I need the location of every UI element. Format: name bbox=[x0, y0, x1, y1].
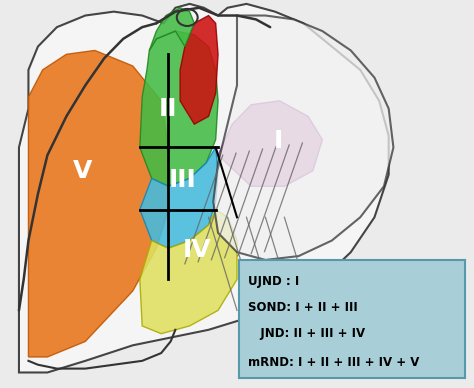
Text: II: II bbox=[159, 97, 178, 121]
Text: I: I bbox=[273, 129, 283, 153]
Text: V: V bbox=[73, 159, 92, 183]
Polygon shape bbox=[213, 16, 393, 260]
Polygon shape bbox=[140, 147, 218, 248]
Polygon shape bbox=[180, 16, 218, 124]
Text: SOND: I + II + III: SOND: I + II + III bbox=[248, 301, 358, 314]
Text: UJND : I: UJND : I bbox=[248, 275, 300, 288]
Polygon shape bbox=[218, 101, 322, 186]
Polygon shape bbox=[140, 210, 237, 334]
Text: IV: IV bbox=[182, 238, 211, 262]
Text: JND: II + III + IV: JND: II + III + IV bbox=[248, 327, 365, 340]
Polygon shape bbox=[140, 31, 218, 186]
Polygon shape bbox=[149, 8, 194, 50]
Text: III: III bbox=[169, 168, 196, 192]
Polygon shape bbox=[28, 50, 168, 357]
Polygon shape bbox=[19, 4, 389, 372]
Text: mRND: I + II + III + IV + V: mRND: I + II + III + IV + V bbox=[248, 357, 420, 369]
